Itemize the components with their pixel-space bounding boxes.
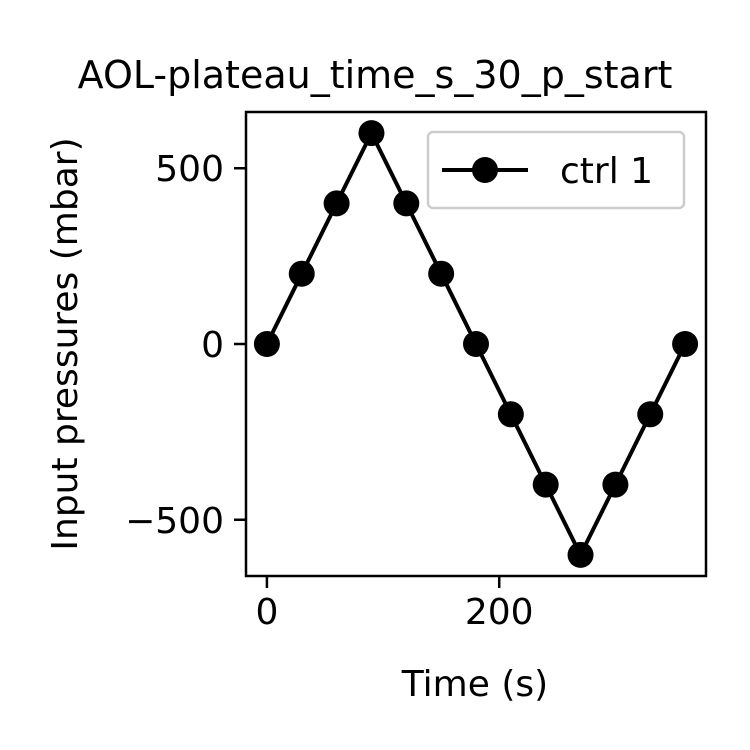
data-point — [567, 541, 594, 568]
data-point — [358, 120, 385, 147]
data-point — [637, 401, 664, 428]
data-point — [253, 331, 280, 357]
data-point — [393, 190, 420, 217]
x-tick-label: 200 — [465, 592, 534, 633]
data-point — [602, 471, 629, 498]
legend-marker — [472, 157, 498, 183]
legend: ctrl 1 — [426, 130, 686, 210]
x-tick-label: 0 — [255, 592, 278, 633]
y-tick-label: −500 — [125, 501, 224, 542]
legend-box — [426, 130, 686, 210]
data-point — [323, 190, 350, 217]
y-tick-label: 0 — [201, 325, 224, 366]
data-point — [532, 471, 559, 498]
legend-label: ctrl 1 — [560, 151, 653, 192]
y-axis-label: Input pressures (mbar) — [45, 137, 86, 550]
data-point — [428, 260, 455, 287]
x-axis-label: Time (s) — [401, 664, 548, 705]
data-point — [672, 331, 699, 357]
chart-title: AOL-plateau_time_s_30_p_start — [78, 53, 673, 97]
plot-area: 0 200 −500 0 500 — [125, 110, 708, 633]
data-point — [463, 331, 489, 357]
data-point — [497, 401, 524, 428]
y-tick-label: 500 — [155, 149, 224, 190]
data-point — [288, 260, 315, 287]
